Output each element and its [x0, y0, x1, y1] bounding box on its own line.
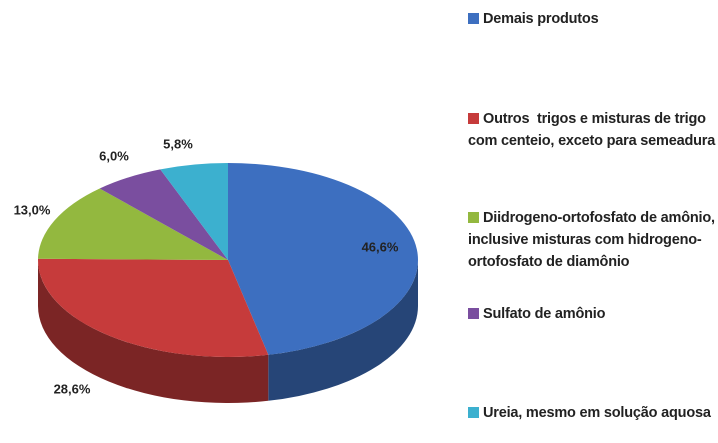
legend-entry: Diidrogeno-ortofosfato de amônio, inclus… — [468, 207, 716, 273]
data-label: 28,6% — [54, 381, 91, 396]
legend-entry: Demais produtos — [468, 8, 716, 30]
legend-entry: Sulfato de amônio — [468, 303, 716, 325]
legend-swatch — [468, 13, 479, 24]
legend-label: Sulfato de amônio — [483, 306, 606, 322]
legend-label: Demais produtos — [483, 11, 599, 27]
pie-slice — [99, 169, 228, 260]
data-label: 6,0% — [99, 148, 129, 163]
legend-label: Ureia, mesmo em solução aquosa — [483, 405, 711, 421]
pie-slice — [160, 163, 228, 260]
pie-slice-side — [38, 260, 269, 404]
pie-slice — [37, 258, 269, 357]
data-label: 13,0% — [14, 202, 51, 217]
pie-slice — [38, 188, 229, 260]
data-label: 5,8% — [163, 136, 193, 151]
legend-swatch — [468, 212, 479, 223]
pie-slice-side — [268, 260, 418, 401]
data-label: 46,6% — [362, 239, 399, 254]
pie-slice — [228, 163, 419, 355]
legend-swatch — [468, 113, 479, 124]
legend-entry: Ureia, mesmo em solução aquosa — [468, 402, 716, 424]
legend-swatch — [468, 308, 479, 319]
legend-entry: Outros trigos e misturas de trigo com ce… — [468, 108, 716, 152]
legend-label: Outros trigos e misturas de trigo com ce… — [468, 111, 716, 149]
legend-swatch — [468, 407, 479, 418]
legend-label: Diidrogeno-ortofosfato de amônio, inclus… — [468, 210, 715, 270]
